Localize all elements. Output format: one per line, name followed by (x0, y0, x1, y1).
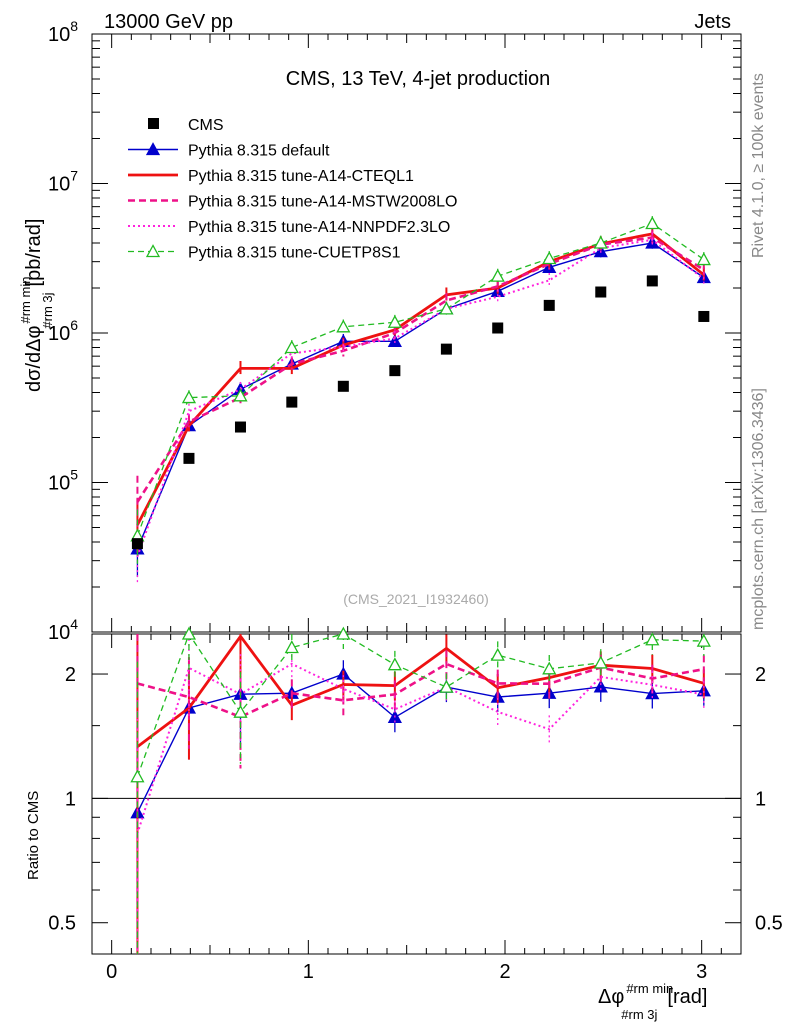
marker-cuetp8s1 (439, 301, 454, 315)
marker-cuetp8s1 (284, 340, 299, 354)
series-line-mstw (136, 236, 705, 503)
ratio-line-default (136, 673, 704, 814)
ratio-marker-cuetp8s1 (387, 657, 402, 671)
legend-marker-default (145, 142, 161, 156)
y-tick-label: 108 (48, 18, 78, 46)
ratio-tick-label-right: 0.5 (755, 913, 783, 935)
cms-data-point (646, 275, 658, 287)
ratio-line-cteql1 (136, 633, 705, 748)
marker-cuetp8s1 (696, 252, 711, 266)
series-line-default (136, 242, 705, 550)
y-tick-label: 107 (48, 168, 78, 196)
marker-cuetp8s1 (490, 268, 505, 282)
y-tick-label: 105 (48, 467, 78, 495)
cms-data-point (492, 322, 504, 334)
ratio-marker-cuetp8s1 (696, 633, 711, 647)
x-axis-label: Δφ #rm min #rm 3j[rad] (598, 981, 707, 1022)
series-line-nnpdf (136, 238, 705, 557)
cms-data-point (389, 365, 401, 377)
ratio-line-cuetp8s1 (136, 632, 704, 777)
ratio-marker-cuetp8s1 (336, 626, 351, 640)
cms-data-point (595, 286, 607, 298)
cms-data-point (698, 310, 710, 322)
ratio-marker-cuetp8s1 (490, 647, 505, 661)
mcplots-label: mcplots.cern.ch [arXiv:1306.3436] (750, 388, 767, 630)
cms-data-point (234, 421, 246, 433)
marker-cuetp8s1 (233, 388, 248, 402)
legend-label-default: Pythia 8.315 default (188, 143, 330, 160)
ratio-tick-label-right: 1 (755, 788, 766, 810)
legend: CMS Pythia 8.315 default Pythia 8.315 tune… (128, 117, 457, 262)
marker-cuetp8s1 (645, 216, 660, 230)
marker-cuetp8s1 (387, 314, 402, 328)
axis-ticks: 0 1 2 3 104 105 106 107 108 0.5 0.5 1 1 2 2 (48, 18, 783, 983)
y-tick-label: 106 (48, 317, 78, 345)
ratio-marker-default (593, 679, 608, 693)
analysis-watermark: (CMS_2021_I1932460) (343, 591, 489, 607)
chart-title: CMS, 13 TeV, 4-jet production (286, 68, 551, 90)
legend-label-cuetp8s1: Pythia 8.315 tune-CUETP8S1 (188, 245, 401, 262)
cms-data-point (286, 396, 298, 408)
series-line-cteql1 (136, 232, 705, 526)
legend-marker-cms (148, 118, 159, 129)
marker-cuetp8s1 (593, 235, 608, 249)
ratio-marker-cuetp8s1 (542, 661, 557, 675)
ratio-marker-cuetp8s1 (284, 640, 299, 654)
x-tick-label: 3 (696, 961, 707, 983)
header-right: Jets (694, 11, 731, 33)
rivet-label: Rivet 4.1.0, ≥ 100k events (750, 73, 767, 258)
marker-cuetp8s1 (542, 251, 557, 265)
x-tick-label: 2 (499, 961, 510, 983)
marker-cuetp8s1 (181, 390, 197, 404)
legend-label-mstw: Pythia 8.315 tune-A14-MSTW2008LO (188, 194, 457, 211)
ratio-panel-frame (91, 633, 742, 955)
legend-label-cteql1: Pythia 8.315 tune-A14-CTEQL1 (188, 168, 414, 185)
ratio-tick-label: 0.5 (48, 913, 76, 935)
header-left: 13000 GeV pp (104, 11, 233, 33)
series-line-cuetp8s1 (136, 222, 705, 537)
ratio-marker-cuetp8s1 (645, 632, 660, 646)
ratio-series-group (130, 626, 711, 954)
ratio-marker-cuetp8s1 (181, 626, 197, 640)
ratio-tick-label-right: 2 (755, 664, 766, 686)
cms-data-point (337, 380, 349, 392)
ratio-marker-cuetp8s1 (593, 655, 608, 669)
marker-cuetp8s1 (336, 319, 351, 333)
legend-label-cms: CMS (188, 117, 224, 134)
x-tick-label: 0 (106, 961, 117, 983)
cms-data-point (440, 343, 452, 355)
ratio-marker-cuetp8s1 (130, 769, 145, 783)
legend-label-nnpdf: Pythia 8.315 tune-A14-NNPDF2.3LO (188, 219, 450, 236)
ratio-tick-label: 2 (65, 664, 76, 686)
main-series-group (130, 216, 711, 585)
ratio-y-label: Ratio to CMS (25, 791, 42, 880)
x-tick-label: 1 (303, 961, 314, 983)
ratio-marker-cuetp8s1 (233, 704, 248, 718)
ratio-tick-label: 1 (65, 788, 76, 810)
ratio-marker-cuetp8s1 (439, 679, 454, 693)
cms-data-point (543, 299, 555, 311)
marker-default (387, 333, 402, 347)
cms-data-point (131, 538, 143, 550)
ratio-line-mstw (137, 662, 705, 719)
y-axis-label: dσ/dΔφ#rm min #rm 3j[pb/rad] (18, 219, 55, 392)
y-tick-label: 104 (48, 616, 78, 644)
legend-marker-cuetp8s1 (145, 244, 161, 258)
cms-data-point (183, 452, 195, 464)
